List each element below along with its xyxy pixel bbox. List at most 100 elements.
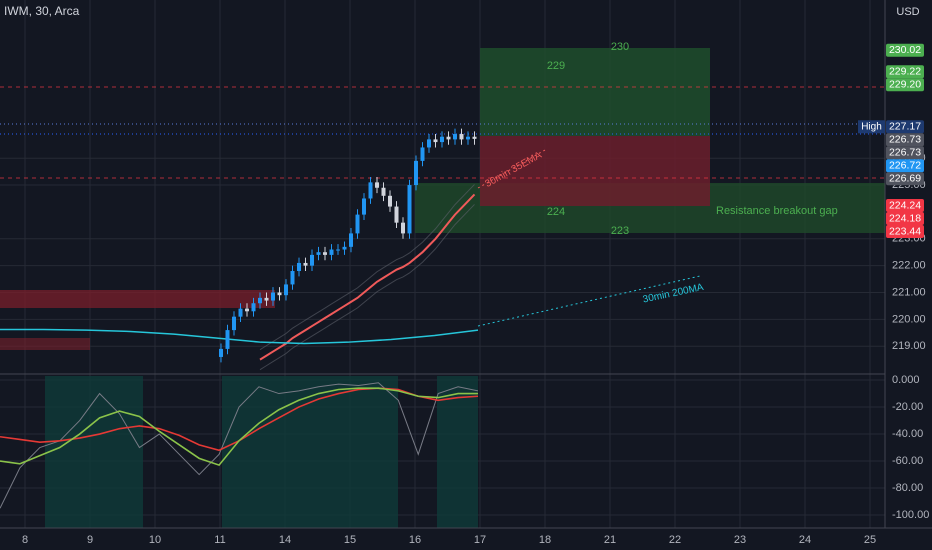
price-pane xyxy=(0,128,479,371)
price-badge xyxy=(886,146,924,160)
axes: 89101114151617182122232425226.00225.0022… xyxy=(22,43,929,546)
candle-body xyxy=(355,214,360,234)
price-badge-label: 226.73 xyxy=(889,134,921,146)
price-badge xyxy=(886,133,924,147)
x-tick-label: 18 xyxy=(539,534,551,546)
price-badge-label: 226.72 xyxy=(889,160,921,172)
x-tick-label: 15 xyxy=(344,534,356,546)
candle-body xyxy=(258,297,262,304)
price-badge-label: 224.24 xyxy=(889,199,921,211)
candle-body xyxy=(336,249,340,251)
x-tick-label: 23 xyxy=(734,534,746,546)
price-badge-tag xyxy=(858,120,885,134)
signal-zone xyxy=(437,376,478,528)
candle-body xyxy=(271,292,275,301)
x-tick-label: 11 xyxy=(214,534,225,546)
candle-body xyxy=(264,297,269,301)
price-badge-label: 227.17 xyxy=(889,121,921,133)
signal-zone xyxy=(222,376,398,528)
x-tick-label: 8 xyxy=(22,534,28,546)
supply-zone xyxy=(0,290,275,308)
stop-zone xyxy=(480,136,710,206)
candle-body xyxy=(472,136,477,139)
candle-body xyxy=(238,308,243,317)
price-badge-label: 230.02 xyxy=(889,44,921,56)
candle-body xyxy=(375,182,379,188)
symbol-title: IWM, 30, Arca xyxy=(4,4,80,18)
candle-body xyxy=(446,136,451,140)
candle-body xyxy=(466,136,470,140)
y-tick-label: -40.00 xyxy=(892,428,923,440)
candle-body xyxy=(329,249,334,255)
candle-body xyxy=(232,316,236,331)
zone-label: 223 xyxy=(611,225,629,237)
ma-label: 30min 200MA xyxy=(642,282,705,306)
y-tick-label: 222.00 xyxy=(892,260,926,272)
indicator-line xyxy=(0,387,478,467)
candle-body xyxy=(284,284,288,296)
y-tick-label: 0.000 xyxy=(892,374,920,386)
y-tick-label: 221.00 xyxy=(892,286,926,298)
candle-body xyxy=(219,348,223,357)
zone-label: 224 xyxy=(547,206,565,218)
x-tick-label: 10 xyxy=(149,534,161,546)
candle-body xyxy=(414,160,418,186)
x-tick-label: 16 xyxy=(409,534,421,546)
price-badge xyxy=(886,211,924,225)
ma-line xyxy=(0,328,479,345)
x-tick-label: 24 xyxy=(799,534,811,546)
price-badge xyxy=(886,120,924,134)
ema-band xyxy=(259,184,475,351)
price-badge-label: 224.18 xyxy=(889,212,921,224)
candle-body xyxy=(381,187,386,196)
y-tick-label: 219.00 xyxy=(892,340,926,352)
price-badge-label: 226.73 xyxy=(889,147,921,159)
ema-line xyxy=(259,193,476,361)
candle-body xyxy=(349,233,353,247)
y-tick-label: -80.00 xyxy=(892,482,923,494)
supply-zone xyxy=(0,338,90,350)
candle-body xyxy=(245,308,249,312)
y-tick-label: -60.00 xyxy=(892,455,923,467)
currency: USD xyxy=(896,6,919,18)
indicator-pane xyxy=(0,382,479,509)
ma-projection xyxy=(477,275,701,327)
y-tick-label: -20.00 xyxy=(892,401,923,413)
x-tick-label: 21 xyxy=(604,534,616,546)
price-badge-label: 229.20 xyxy=(889,78,921,90)
price-badge xyxy=(886,198,924,212)
candle-body xyxy=(420,147,425,161)
x-tick-label: 9 xyxy=(87,534,93,546)
price-badge xyxy=(886,65,924,79)
price-badge-label: 226.69 xyxy=(889,173,921,185)
x-tick-label: 17 xyxy=(474,534,486,546)
candle-body xyxy=(277,292,282,296)
price-badge xyxy=(886,224,924,238)
price-badge xyxy=(886,172,924,186)
x-tick-label: 14 xyxy=(279,534,291,546)
candle-body xyxy=(297,262,301,272)
candle-body xyxy=(401,222,405,234)
zones xyxy=(0,48,885,350)
candle-body xyxy=(362,198,366,215)
price-badge xyxy=(886,78,924,92)
zone-label: 230 xyxy=(611,41,629,53)
candle-body xyxy=(316,252,321,255)
price-badge-label: 229.22 xyxy=(889,65,921,77)
target-zone xyxy=(480,48,710,136)
x-tick-label: 22 xyxy=(669,534,681,546)
candle-body xyxy=(251,303,256,312)
candle-body xyxy=(290,271,295,285)
candle-body xyxy=(394,206,399,223)
candle-body xyxy=(310,254,314,266)
candle-body xyxy=(388,195,392,207)
candle-body xyxy=(368,182,373,199)
price-badge-label: 223.44 xyxy=(889,225,921,237)
candle-body xyxy=(453,134,457,140)
candle-body xyxy=(407,185,412,234)
candle-body xyxy=(342,246,347,250)
candle-body xyxy=(433,139,438,143)
zone-label: 229 xyxy=(547,60,565,72)
price-badge xyxy=(886,43,924,57)
